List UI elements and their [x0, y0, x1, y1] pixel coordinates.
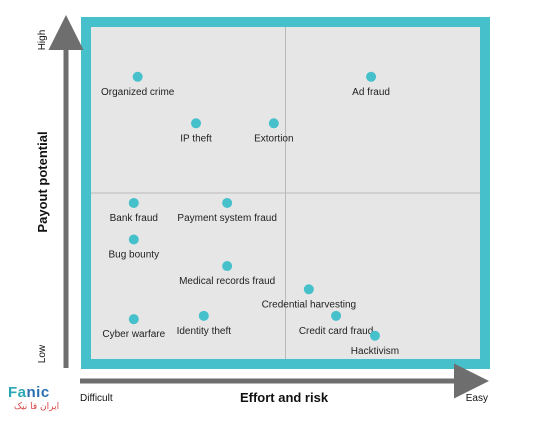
data-point-label: Organized crime	[101, 87, 175, 98]
x-axis-label: Effort and risk	[240, 390, 329, 405]
data-point	[331, 310, 342, 321]
x-tick-high: Easy	[466, 393, 488, 404]
data-point	[222, 261, 233, 272]
data-point	[222, 197, 233, 208]
y-tick-low: Low	[37, 344, 48, 363]
data-point-label: Credential harvesting	[262, 299, 357, 310]
data-point-label: Hacktivism	[351, 346, 399, 357]
y-tick-high: High	[37, 30, 48, 51]
data-point-label: Credit card fraud	[299, 326, 373, 337]
data-point	[128, 197, 139, 208]
x-tick-low: Difficult	[80, 393, 113, 404]
data-point	[268, 118, 279, 129]
data-point-label: Payment system fraud	[177, 213, 276, 224]
logo-wordmark-part-b: nic	[26, 384, 50, 401]
y-axis-label: Payout potential	[35, 131, 50, 232]
data-point	[191, 118, 202, 129]
data-point-label: Bug bounty	[108, 249, 159, 260]
data-point	[303, 284, 314, 295]
data-point-label: Ad fraud	[352, 87, 390, 98]
data-point	[366, 71, 377, 82]
data-point	[198, 310, 209, 321]
logo-wordmark: Fanic	[8, 384, 50, 401]
data-point-label: Identity theft	[177, 326, 232, 337]
data-points: Organized crime Ad fraud IP theft Extortion…	[101, 71, 399, 357]
watermark-logo: Fanic ایران فا نیک	[8, 384, 98, 418]
logo-subtext: ایران فا نیک	[14, 402, 60, 412]
data-point	[132, 71, 143, 82]
data-point-label: Cyber warfare	[102, 329, 165, 340]
data-point-label: Extortion	[254, 133, 293, 144]
data-point	[128, 314, 139, 325]
data-point	[128, 234, 139, 245]
data-point-label: IP theft	[180, 133, 212, 144]
data-point	[369, 330, 380, 341]
data-point-label: Medical records fraud	[179, 276, 275, 287]
data-point-label: Bank fraud	[110, 213, 158, 224]
logo-wordmark-part-a: Fa	[8, 384, 27, 401]
